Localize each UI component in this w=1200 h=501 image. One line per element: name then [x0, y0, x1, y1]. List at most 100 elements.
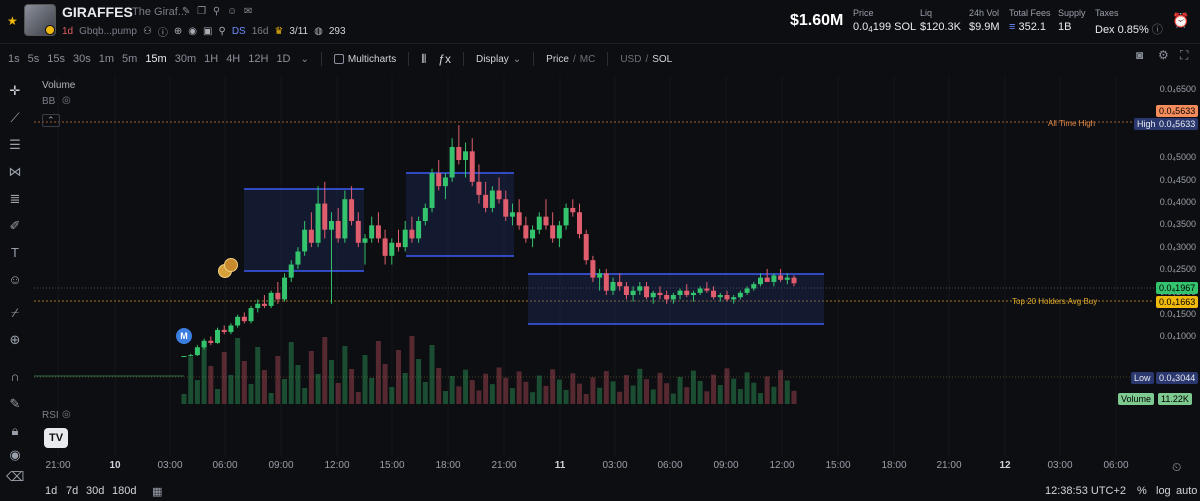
timeframe-1m[interactable]: 1m [98, 53, 115, 65]
checkbox-icon[interactable] [333, 54, 344, 64]
candle-body [731, 297, 737, 300]
candle-body [362, 238, 368, 243]
timeframe-1D[interactable]: 1D [276, 53, 291, 65]
edit-icon[interactable]: ▣ [203, 26, 213, 37]
warning-icon[interactable]: ⓘ [157, 28, 168, 39]
info-icon[interactable]: ⓘ [1151, 24, 1163, 36]
candle-body [670, 295, 676, 300]
timeframe-1s[interactable]: 1s [8, 53, 20, 65]
brush-icon[interactable]: ✐ [9, 218, 21, 233]
trendline-icon[interactable]: ⟋ [10, 110, 20, 125]
hide-indicator-icon[interactable]: ◎ [62, 95, 71, 106]
text-icon[interactable]: T [11, 245, 19, 260]
zoom-icon[interactable]: ⊕ [9, 332, 21, 347]
horizontal-lines-icon[interactable]: ☰ [9, 137, 21, 152]
volume-bar [617, 391, 623, 404]
globe-icon[interactable]: ⊕ [173, 26, 183, 37]
candle-body [637, 286, 643, 291]
crosshair-icon[interactable]: ✛ [9, 83, 21, 98]
timeframe-1H[interactable]: 1H [204, 53, 219, 65]
token-action-icons[interactable]: ✎ ❐ ⚲ ☺ ✉ [182, 6, 255, 17]
favorite-star-icon[interactable]: ★ [7, 14, 18, 28]
volume-bar [737, 389, 743, 404]
volume-bar [757, 393, 763, 404]
migration-marker-icon[interactable]: M [176, 328, 192, 344]
timeframe-4H[interactable]: 4H [226, 53, 241, 65]
settings-icon[interactable]: ⚙ [1158, 48, 1169, 62]
reset-time-icon[interactable]: ⏲ [1172, 460, 1182, 474]
trade-marker-icon[interactable] [224, 258, 238, 272]
indicators-icon[interactable]: ƒx [438, 52, 451, 66]
low-price-tag: 0.0₄3044 [1156, 372, 1199, 384]
volume-bar [731, 378, 737, 404]
multicharts-toggle[interactable]: Multicharts [328, 54, 402, 65]
time-axis[interactable]: 21:00 10 03:00 06:00 09:00 12:00 15:00 18:00 21:… [34, 460, 1164, 474]
hide-rsi-icon[interactable]: ◎ [62, 409, 71, 420]
timeframe-30s[interactable]: 30s [73, 53, 91, 65]
candle-body [489, 190, 495, 208]
candle-body [677, 290, 683, 296]
telegram-icon[interactable]: ◉ [188, 26, 198, 37]
range-7d[interactable]: 7d [66, 485, 79, 497]
volume-bar [436, 368, 442, 404]
range-1d[interactable]: 1d [45, 485, 58, 497]
fib-icon[interactable]: ≣ [9, 191, 21, 206]
timeframe-15s[interactable]: 15s [47, 53, 65, 65]
time-axis-label: 21:00 [936, 460, 962, 471]
lock-icon[interactable]: 🔒︎ [11, 423, 19, 438]
volume-bar [556, 379, 562, 404]
range-180d[interactable]: 180d [112, 485, 137, 497]
candle-type-icon[interactable]: ⫴ [421, 51, 427, 66]
camera-icon[interactable]: ◙ [1136, 48, 1144, 62]
timeframe-dropdown-icon[interactable]: ⌄ [300, 53, 309, 65]
trash-icon[interactable]: ⌫ [6, 469, 25, 484]
timeframe-5s[interactable]: 5s [27, 53, 40, 65]
emoji-icon[interactable]: ☺ [8, 272, 22, 287]
log-toggle[interactable]: log [1156, 485, 1171, 497]
token-address[interactable]: Gbqb...pump [79, 26, 137, 37]
alarm-icon[interactable]: ⏰ [1172, 12, 1190, 28]
timeframe-12H[interactable]: 12H [248, 53, 269, 65]
timeframe-30m[interactable]: 30m [174, 53, 197, 65]
time-axis-label: 12:00 [324, 460, 350, 471]
eye-icon[interactable]: ◉ [9, 447, 21, 462]
bb-indicator-label[interactable]: BB [42, 96, 56, 107]
usd-sol-toggle[interactable]: USD / SOL [620, 53, 673, 65]
time-axis-label: 09:00 [268, 460, 294, 471]
people-icon[interactable]: ⚇ [142, 26, 152, 37]
fullscreen-icon[interactable]: ⛶ [1180, 48, 1189, 62]
magnet-icon[interactable]: ∩ [10, 369, 20, 384]
candle-body [751, 284, 757, 289]
volume-bar [449, 376, 455, 404]
candle-body [396, 242, 402, 248]
timeframe-5m[interactable]: 5m [122, 53, 138, 65]
time-axis-label: 11 [554, 460, 566, 471]
candle-body [315, 203, 321, 243]
ruler-icon[interactable]: ⌿ [11, 305, 19, 320]
volume-bar [704, 391, 710, 404]
volume-bar [308, 351, 314, 404]
volume-bar [576, 383, 582, 404]
search-icon[interactable]: ⚲ [218, 26, 226, 37]
clock[interactable]: 12:38:53 UTC+2 [1045, 485, 1127, 497]
collapse-icon[interactable]: ⌃ [42, 114, 60, 127]
price-axis-label: 0.0₄4500 [1159, 175, 1196, 185]
range-box [528, 274, 824, 324]
volume-bar [375, 341, 381, 404]
calendar-icon[interactable]: ▦ [152, 486, 163, 498]
percent-toggle[interactable]: % [1137, 485, 1147, 497]
display-menu[interactable]: Display ⌄ [475, 53, 522, 65]
dexscreener-label[interactable]: DS [231, 26, 246, 37]
volume-bar [751, 382, 757, 404]
volume-bar [597, 387, 603, 404]
chart-canvas[interactable] [34, 76, 1200, 456]
auto-toggle[interactable]: auto [1176, 485, 1198, 497]
range-30d[interactable]: 30d [86, 485, 105, 497]
volume-bar [670, 393, 676, 404]
pattern-icon[interactable]: ⋈ [8, 164, 22, 179]
price-mc-toggle[interactable]: Price / MC [546, 53, 596, 65]
lock-drawing-icon[interactable]: ✎ [9, 396, 21, 411]
token-fullname: The Giraf... [132, 6, 188, 18]
price-chart[interactable]: Volume BB ◎ ⌃ RSI ◎ TV 0.0₄65000.0₄55000… [34, 76, 1200, 456]
timeframe-15m[interactable]: 15m [145, 53, 167, 65]
